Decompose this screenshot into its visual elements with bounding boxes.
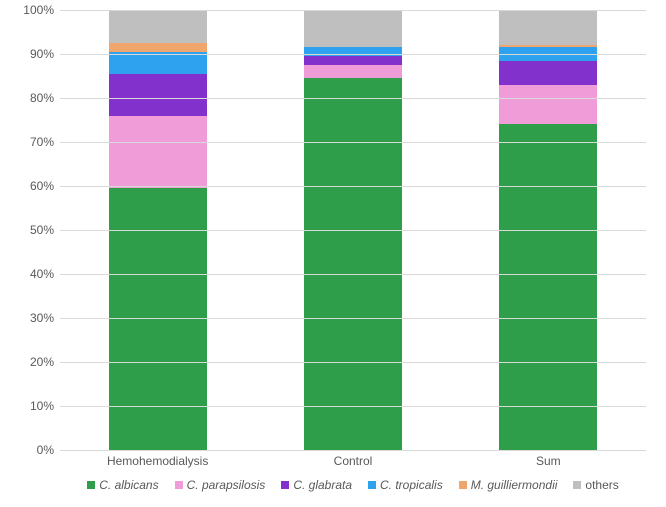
- legend-swatch-tropicalis: [368, 481, 376, 489]
- legend-label-parapsilosis: C. parapsilosis: [187, 478, 266, 492]
- legend-swatch-glabrata: [281, 481, 289, 489]
- y-tick-label: 30%: [8, 311, 54, 325]
- legend-item-others: others: [573, 478, 618, 492]
- x-tick-label-hemo: Hemohemodialysis: [107, 454, 208, 468]
- legend-item-guilliermondii: M. guilliermondii: [459, 478, 558, 492]
- gridline: [60, 318, 646, 319]
- segment-hemo-guilliermondii: [109, 43, 207, 52]
- segment-sum-guilliermondii: [499, 45, 597, 47]
- y-tick-label: 70%: [8, 135, 54, 149]
- gridline: [60, 274, 646, 275]
- legend-swatch-albicans: [87, 481, 95, 489]
- stacked-bar-chart: 0% 10% 20% 30% 40% 50% 60% 70% 80% 90% 100% Hemohe…: [0, 0, 666, 507]
- segment-control-albicans: [304, 78, 402, 450]
- legend: C. albicans C. parapsilosis C. glabrata C. …: [60, 478, 646, 492]
- y-tick-label: 20%: [8, 355, 54, 369]
- legend-label-tropicalis: C. tropicalis: [380, 478, 443, 492]
- segment-hemo-glabrata: [109, 74, 207, 116]
- segment-hemo-others: [109, 10, 207, 43]
- y-tick-label: 60%: [8, 179, 54, 193]
- gridline: [60, 186, 646, 187]
- legend-label-glabrata: C. glabrata: [293, 478, 352, 492]
- legend-label-others: others: [585, 478, 618, 492]
- legend-swatch-others: [573, 481, 581, 489]
- segment-hemo-albicans: [109, 188, 207, 450]
- gridline: [60, 54, 646, 55]
- y-tick-label: 50%: [8, 223, 54, 237]
- gridline: [60, 10, 646, 11]
- segment-sum-albicans: [499, 124, 597, 450]
- segment-control-others: [304, 10, 402, 47]
- legend-item-glabrata: C. glabrata: [281, 478, 352, 492]
- segment-sum-others: [499, 10, 597, 45]
- legend-item-parapsilosis: C. parapsilosis: [175, 478, 266, 492]
- segment-hemo-parapsilosis: [109, 116, 207, 189]
- legend-swatch-guilliermondii: [459, 481, 467, 489]
- y-tick-label: 100%: [8, 3, 54, 17]
- legend-label-albicans: C. albicans: [99, 478, 158, 492]
- segment-control-parapsilosis: [304, 65, 402, 78]
- gridline: [60, 98, 646, 99]
- legend-label-guilliermondii: M. guilliermondii: [471, 478, 558, 492]
- plot-area: [60, 10, 646, 451]
- y-tick-label: 90%: [8, 47, 54, 61]
- x-tick-label-sum: Sum: [536, 454, 561, 468]
- segment-hemo-tropicalis: [109, 52, 207, 74]
- y-tick-label: 40%: [8, 267, 54, 281]
- segment-sum-parapsilosis: [499, 85, 597, 125]
- legend-item-albicans: C. albicans: [87, 478, 158, 492]
- y-tick-label: 80%: [8, 91, 54, 105]
- gridline: [60, 230, 646, 231]
- segment-sum-glabrata: [499, 61, 597, 85]
- segment-control-glabrata: [304, 56, 402, 65]
- gridline: [60, 142, 646, 143]
- legend-swatch-parapsilosis: [175, 481, 183, 489]
- legend-item-tropicalis: C. tropicalis: [368, 478, 443, 492]
- gridline: [60, 362, 646, 363]
- y-tick-label: 0%: [8, 443, 54, 457]
- x-tick-label-control: Control: [334, 454, 373, 468]
- y-tick-label: 10%: [8, 399, 54, 413]
- gridline: [60, 406, 646, 407]
